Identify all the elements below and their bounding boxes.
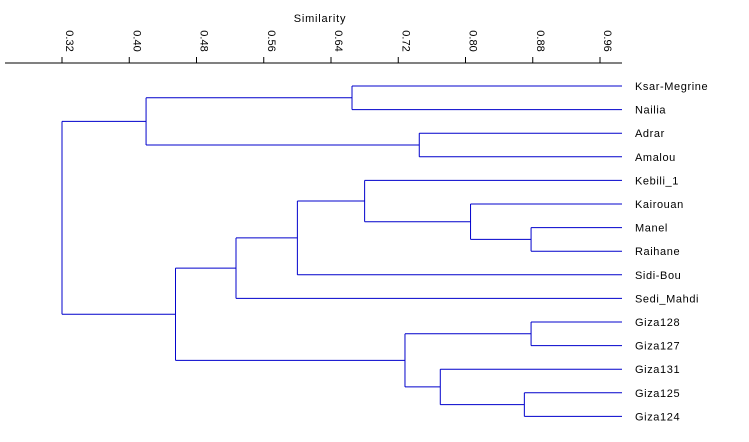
similarity-axis: 0.32 0.40 0.48 0.56 0.64 0.72 0.80 0.88 0.96 bbox=[5, 30, 622, 64]
axis-tick-label: 0.72 bbox=[399, 30, 411, 51]
leaf-label: Giza131 bbox=[635, 364, 680, 376]
leaf-label: Ksar-Megrine bbox=[635, 81, 708, 93]
axis-title: Similarity bbox=[294, 13, 347, 25]
leaf-label: Giza125 bbox=[635, 388, 680, 400]
axis-tick-label: 0.80 bbox=[467, 30, 479, 51]
axis-tick-label: 0.32 bbox=[63, 30, 75, 51]
axis-tick-label: 0.48 bbox=[198, 30, 210, 51]
leaf-label: Sidi-Bou bbox=[635, 270, 681, 282]
leaf-label: Amalou bbox=[635, 152, 676, 164]
leaf-label: Giza124 bbox=[635, 411, 680, 423]
axis-tick-label: 0.64 bbox=[332, 30, 344, 51]
dendrogram-links bbox=[61, 85, 622, 417]
leaf-label: Giza128 bbox=[635, 317, 680, 329]
leaf-label: Giza127 bbox=[635, 341, 680, 353]
axis-tick-label: 0.40 bbox=[130, 30, 142, 51]
leaf-label: Sedi_Mahdi bbox=[635, 293, 699, 305]
leaf-label: Nailia bbox=[635, 105, 666, 117]
leaf-labels: Ksar-Megrine Nailia Adrar Amalou Kebili_1 Kai… bbox=[635, 81, 708, 423]
axis-tick-label: 0.96 bbox=[601, 30, 613, 51]
leaf-label: Kairouan bbox=[635, 199, 684, 211]
leaf-label: Manel bbox=[635, 223, 668, 235]
axis-tick-label: 0.88 bbox=[534, 30, 546, 51]
leaf-label: Raihane bbox=[635, 246, 680, 258]
leaf-label: Adrar bbox=[635, 128, 665, 140]
leaf-label: Kebili_1 bbox=[635, 175, 679, 187]
axis-tick-label: 0.56 bbox=[265, 30, 277, 51]
